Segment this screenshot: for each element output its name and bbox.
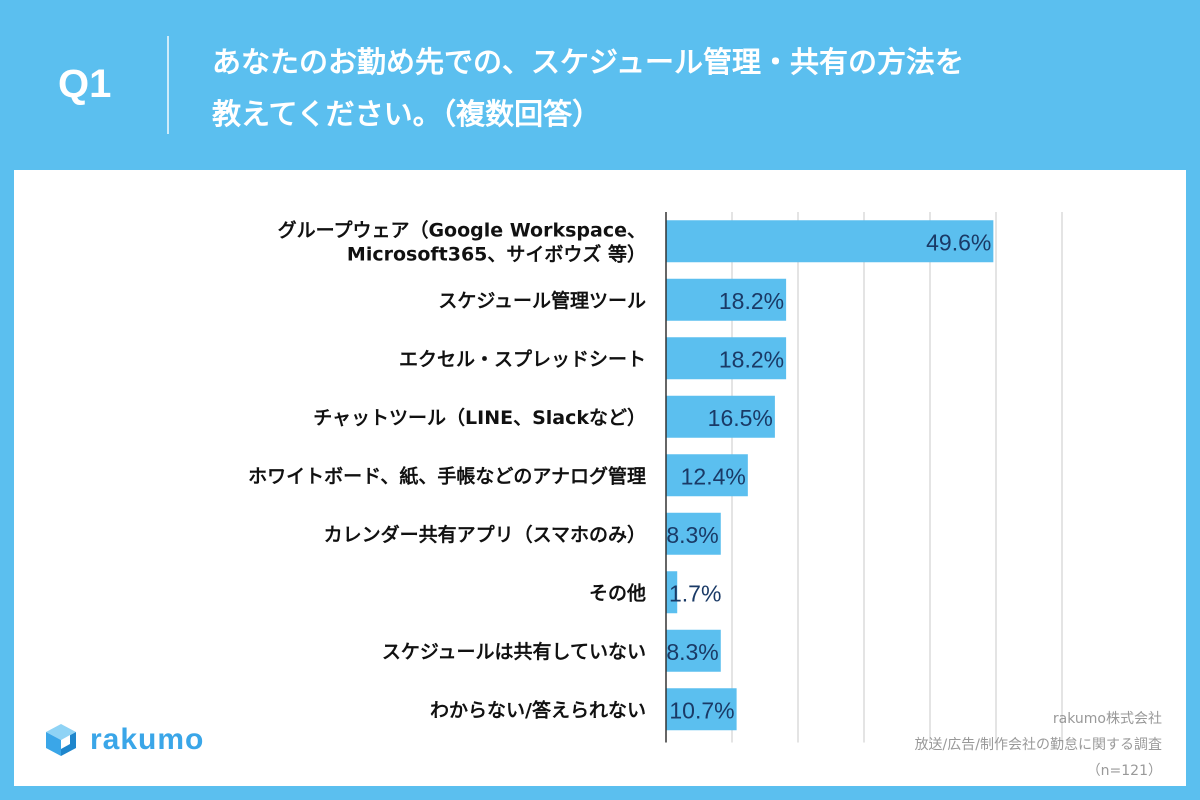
question-number: Q1 — [58, 62, 112, 106]
bar — [666, 571, 678, 614]
bar — [666, 220, 994, 263]
category-label: Microsoft365、サイボウズ 等） — [347, 242, 646, 265]
bar — [666, 454, 748, 497]
category-label: エクセル・スプレッドシート — [399, 347, 646, 370]
header: Q1 あなたのお勤め先での、スケジュール管理・共有の方法を 教えてください。（複… — [0, 0, 1200, 168]
value-label: 18.2% — [719, 346, 784, 372]
value-label: 8.3% — [666, 522, 718, 548]
question-title-line1: あなたのお勤め先での、スケジュール管理・共有の方法を — [212, 45, 964, 79]
category-label: チャットツール（LINE、Slackなど） — [313, 406, 646, 429]
logo: rakumo — [44, 722, 204, 758]
category-label: グループウェア（Google Workspace、 — [278, 218, 646, 241]
logo-text: rakumo — [90, 723, 205, 756]
value-label: 16.5% — [708, 405, 773, 431]
bar — [666, 337, 787, 380]
value-label: 12.4% — [681, 463, 746, 489]
bar — [666, 278, 787, 321]
bar-chart: グループウェア（Google Workspace、Microsoft365、サイ… — [248, 212, 1063, 743]
category-label: その他 — [589, 581, 646, 604]
category-label: ホワイトボード、紙、手帳などのアナログ管理 — [248, 464, 646, 487]
value-label: 1.7% — [669, 580, 721, 606]
chart-panel: グループウェア（Google Workspace、 Microsoft365、サイ… — [14, 170, 1186, 786]
value-label: 10.7% — [669, 697, 734, 723]
source-sample: （n=121） — [1086, 763, 1162, 779]
value-label: 49.6% — [926, 229, 991, 255]
value-label: 18.2% — [719, 288, 784, 314]
category-label: スケジュール管理ツール — [438, 289, 646, 312]
source-company: rakumo株式会社 — [1052, 711, 1162, 727]
category-label: カレンダー共有アプリ（スマホのみ） — [324, 523, 646, 546]
rakumo-cube-icon — [46, 724, 76, 756]
bar — [666, 395, 775, 438]
bar — [666, 629, 721, 672]
question-title-line2: 教えてください。（複数回答） — [212, 97, 602, 131]
bar — [666, 512, 721, 555]
source-note: rakumo株式会社 放送/広告/制作会社の勤怠に関する調査 （n=121） — [915, 706, 1162, 784]
bar — [666, 688, 737, 731]
value-label: 8.3% — [666, 639, 718, 665]
header-divider — [167, 36, 169, 134]
question-title: あなたのお勤め先での、スケジュール管理・共有の方法を 教えてください。（複数回答… — [212, 36, 964, 140]
category-label: スケジュールは共有していない — [382, 640, 646, 663]
source-survey: 放送/広告/制作会社の勤怠に関する調査 — [914, 737, 1162, 753]
category-label: わからない/答えられない — [430, 698, 646, 721]
